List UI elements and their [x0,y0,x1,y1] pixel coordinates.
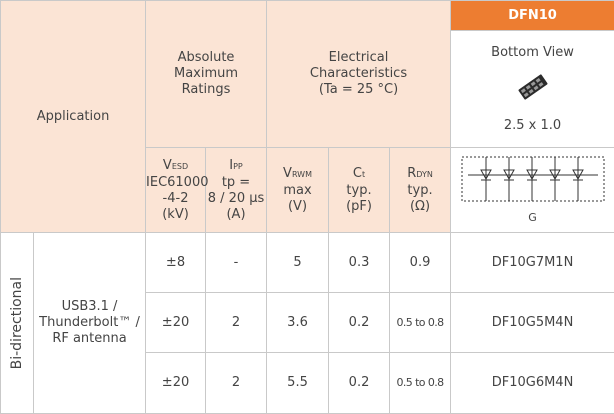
symbol: VESD [146,158,205,175]
cell: - [206,233,267,293]
cell: 5.5 [267,353,329,414]
text-line: (A) [206,207,266,223]
cell: DF10G6M4N [451,353,614,414]
text-line: USB3.1 / [34,299,145,315]
text-line: IEC61000 [146,175,205,191]
text-line: typ. [390,183,450,199]
cell: 0.5 to 0.8 [390,293,451,353]
text-line: (Ω) [390,199,450,215]
cell: DF10G5M4N [451,293,614,353]
application-cell: USB3.1 /Thunderbolt™ /RF antenna [34,233,146,414]
cell: 2 [206,353,267,414]
cell: 0.2 [329,353,390,414]
cell: ±20 [146,353,206,414]
symbol-letter: V [283,166,292,181]
text-line: (pF) [329,199,389,215]
symbol-subscript: RWM [292,170,312,179]
symbol: Ct [329,166,389,183]
symbol-subscript: ESD [172,162,188,171]
cell: DF10G7M1N [451,233,614,293]
text-line: (kV) [146,207,205,223]
text-line: (Ta = 25 °C) [267,82,450,98]
text-line: 8 / 20 μs [206,191,266,207]
text-line: Absolute [146,50,266,66]
circuit-diagram [458,155,608,205]
text-line: typ. [329,183,389,199]
text-line: Maximum [146,66,266,82]
text-line: -4-2 [146,191,205,207]
direction: Bi-directional [9,277,25,369]
symbol-subscript: DYN [416,170,433,179]
text: 2.5 x 1.0 [451,118,614,134]
symbol-letter: C [353,166,362,181]
symbol: IPP [206,158,266,175]
circuit: G [451,148,614,233]
cell: 0.9 [390,233,451,293]
symbol: VRWM [267,166,328,183]
text: G [451,210,614,226]
application-header: Application [1,1,146,233]
symbol-subscript: PP [233,162,243,171]
text-line: Characteristics [267,66,450,82]
chip-icon [513,67,553,107]
cell: ±20 [146,293,206,353]
package-name: DFN10 [451,1,614,31]
cell: 0.5 to 0.8 [390,353,451,414]
text: Application [37,109,110,124]
symbol: RDYN [390,166,450,183]
text-line: RF antenna [34,331,145,347]
text-line: max [267,183,328,199]
cell: 0.3 [329,233,390,293]
text-line: (V) [267,199,328,215]
package-view: Bottom View 2.5 x 1.0 [451,31,614,148]
cell: 5 [267,233,329,293]
text: Bottom View [451,45,614,61]
symbol-subscript: t [362,170,365,179]
symbol-letter: R [407,166,416,181]
text-line: Ratings [146,82,266,98]
cell: 0.2 [329,293,390,353]
text-line: Thunderbolt™ / [34,315,145,331]
cell: ±8 [146,233,206,293]
text-line: Electrical [267,50,450,66]
symbol-letter: V [163,158,172,173]
cell: 2 [206,293,267,353]
cell: 3.6 [267,293,329,353]
text-line: tp = [206,175,266,191]
direction-cell: Bi-directional [1,233,34,414]
